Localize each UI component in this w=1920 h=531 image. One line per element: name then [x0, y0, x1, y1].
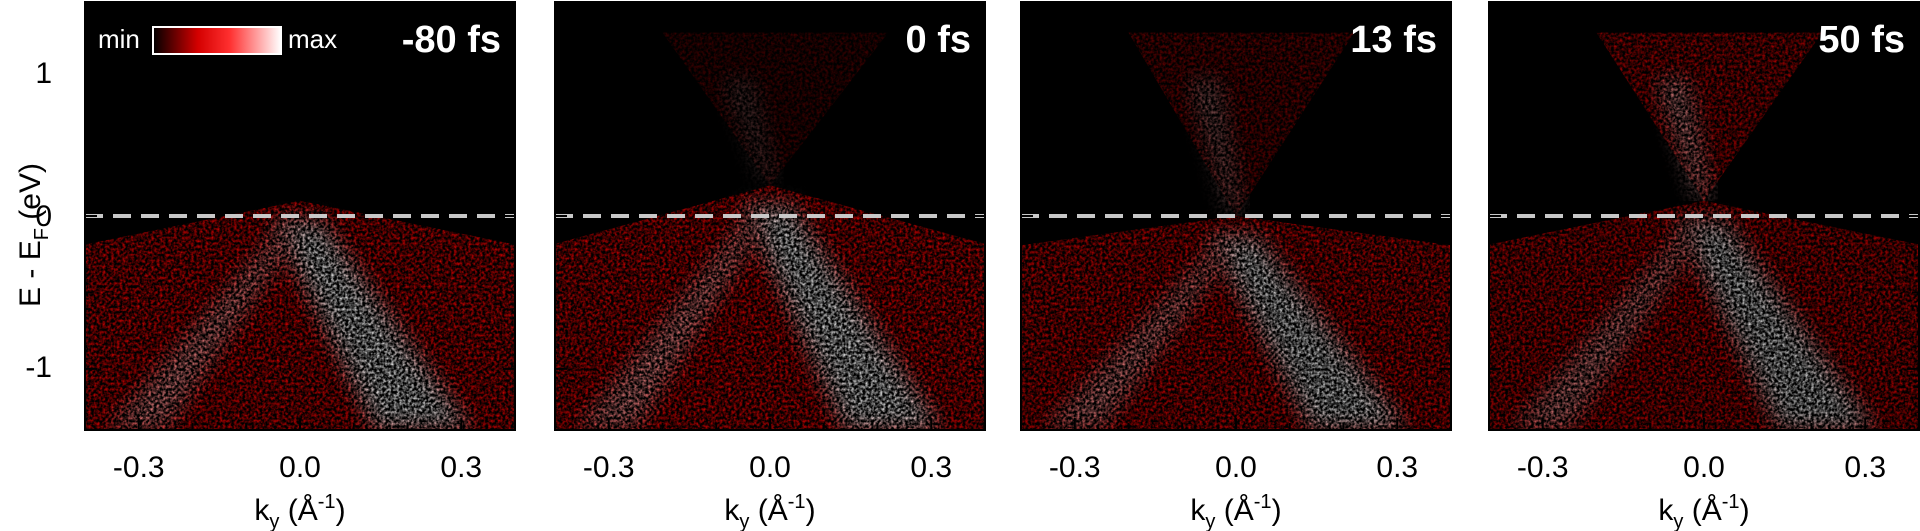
time-delay-label: 13 fs	[1350, 19, 1437, 61]
panels: -0.3 0.0 0.3 ky (Å-1) -80 fs -0.3 0.0 0.3 ky (Å-…	[84, 1, 1920, 531]
xtick-label: -0.3	[1517, 451, 1569, 484]
time-delay-label: 0 fs	[906, 19, 971, 61]
lower-band-region	[85, 200, 515, 430]
intensity-map	[1489, 32, 1919, 430]
x-axis-label: ky (Å-1)	[1658, 491, 1749, 531]
x-axis-label: ky (Å-1)	[724, 491, 815, 531]
xtick-label: 0.3	[1844, 451, 1886, 484]
lower-band-region	[1489, 200, 1919, 430]
colorbar-gradient	[152, 26, 282, 55]
xtick-label: 0.0	[279, 451, 321, 484]
xtick-label: 0.0	[1215, 451, 1257, 484]
colorbar: min max	[98, 24, 337, 55]
upper-branch-bright	[1187, 78, 1244, 216]
xtick-label: -0.3	[583, 451, 635, 484]
time-delay-label: 50 fs	[1818, 19, 1905, 61]
ytick-label: -1	[25, 351, 52, 384]
panel-4: -0.3 0.0 0.3 ky (Å-1) 50 fs	[1488, 1, 1920, 531]
xtick-label: 0.3	[440, 451, 482, 484]
upper-band-region	[1128, 32, 1355, 217]
time-delay-label: -80 fs	[402, 19, 501, 61]
xtick-label: 0.3	[1376, 451, 1418, 484]
panel-3: -0.3 0.0 0.3 ky (Å-1) 13 fs	[1020, 1, 1452, 531]
ytick-label: 0	[35, 200, 52, 233]
colorbar-max-label: max	[288, 24, 337, 54]
upper-band-region	[1596, 32, 1823, 201]
intensity-map	[555, 32, 985, 430]
intensity-map	[1021, 32, 1451, 430]
xtick-label: 0.0	[1683, 451, 1725, 484]
upper-band-region	[662, 32, 889, 186]
dispersion-branch-bright	[1677, 220, 1876, 430]
ytick-label: 1	[35, 57, 52, 90]
upper-band-fill	[1128, 32, 1355, 217]
dispersion-branch-bright	[1209, 236, 1408, 430]
dispersion-branch-bright	[273, 220, 472, 430]
upper-band-fill	[1596, 32, 1823, 201]
colorbar-min-label: min	[98, 24, 140, 54]
lower-band-region	[555, 185, 985, 430]
dispersion-branch-left	[576, 215, 770, 430]
panel-1: -0.3 0.0 0.3 ky (Å-1) -80 fs	[84, 1, 516, 531]
y-axis-label: E - EF (eV)	[14, 163, 53, 307]
xtick-label: 0.0	[749, 451, 791, 484]
dispersion-branch-left	[106, 230, 300, 430]
dispersion-branch-bright	[743, 205, 942, 430]
upper-branch-bright	[1655, 78, 1712, 201]
dispersion-branch-left	[1042, 246, 1236, 430]
lower-band-region	[1021, 216, 1451, 430]
xtick-label: -0.3	[1049, 451, 1101, 484]
xtick-label: 0.3	[910, 451, 952, 484]
panel-2: -0.3 0.0 0.3 ky (Å-1) 0 fs	[554, 1, 986, 531]
dispersion-branch-left	[1510, 230, 1704, 430]
upper-branch-bright	[721, 78, 778, 186]
upper-band-fill	[662, 32, 889, 186]
x-axis-label: ky (Å-1)	[254, 491, 345, 531]
x-axis-label: ky (Å-1)	[1190, 491, 1281, 531]
xtick-label: -0.3	[113, 451, 165, 484]
intensity-map	[85, 200, 515, 430]
